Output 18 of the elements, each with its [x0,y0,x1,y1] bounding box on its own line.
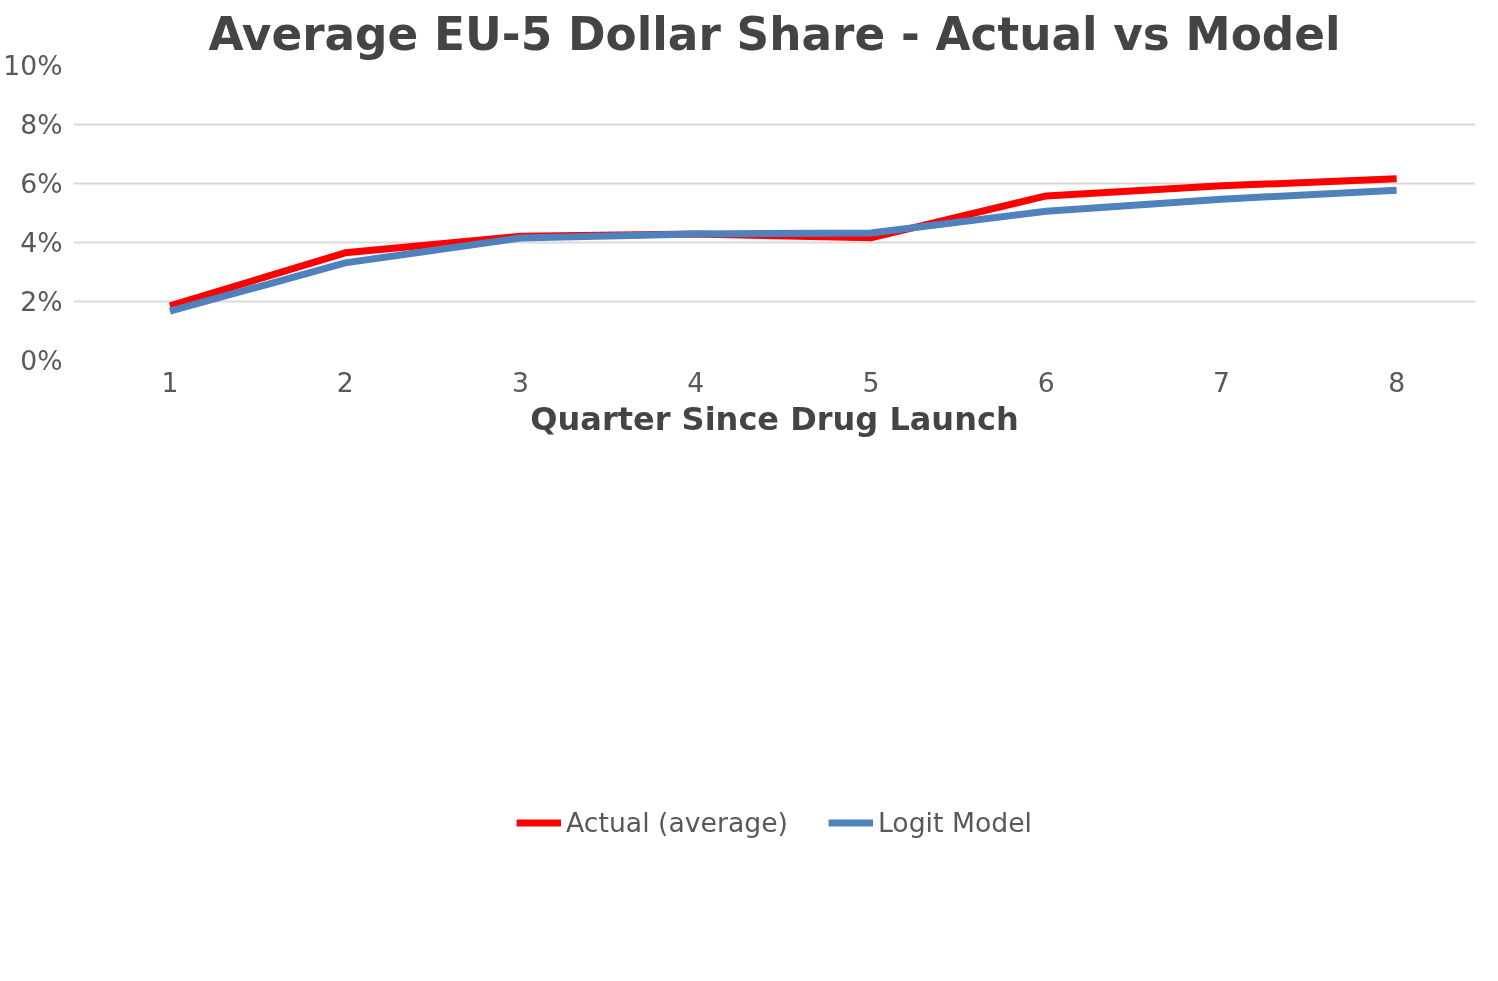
legend-label: Logit Model [877,806,1032,838]
x-tick-label: 3 [511,366,529,398]
chart-title: Average EU-5 Dollar Share - Actual vs Model [208,7,1341,61]
y-tick-label: 0% [20,345,63,376]
y-tick-label: 6% [20,168,63,199]
x-tick-label: 2 [336,366,354,398]
y-tick-label: 10% [3,50,63,81]
y-tick-label: 2% [20,286,63,317]
x-tick-label: 1 [161,366,179,398]
x-axis-title: Quarter Since Drug Launch [530,399,1019,438]
x-tick-label: 5 [862,366,880,398]
y-tick-label: 8% [20,109,63,140]
y-tick-label: 4% [20,227,63,258]
x-tick-label: 6 [1037,366,1055,398]
x-tick-label: 8 [1388,366,1406,398]
legend-label: Actual (average) [566,806,788,838]
x-tick-label: 7 [1212,366,1230,398]
x-tick-label: 4 [687,366,705,398]
